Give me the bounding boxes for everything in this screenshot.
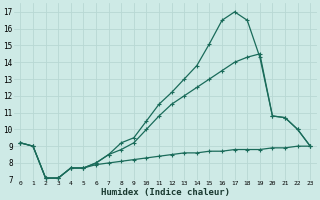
X-axis label: Humidex (Indice chaleur): Humidex (Indice chaleur) [101, 188, 230, 197]
